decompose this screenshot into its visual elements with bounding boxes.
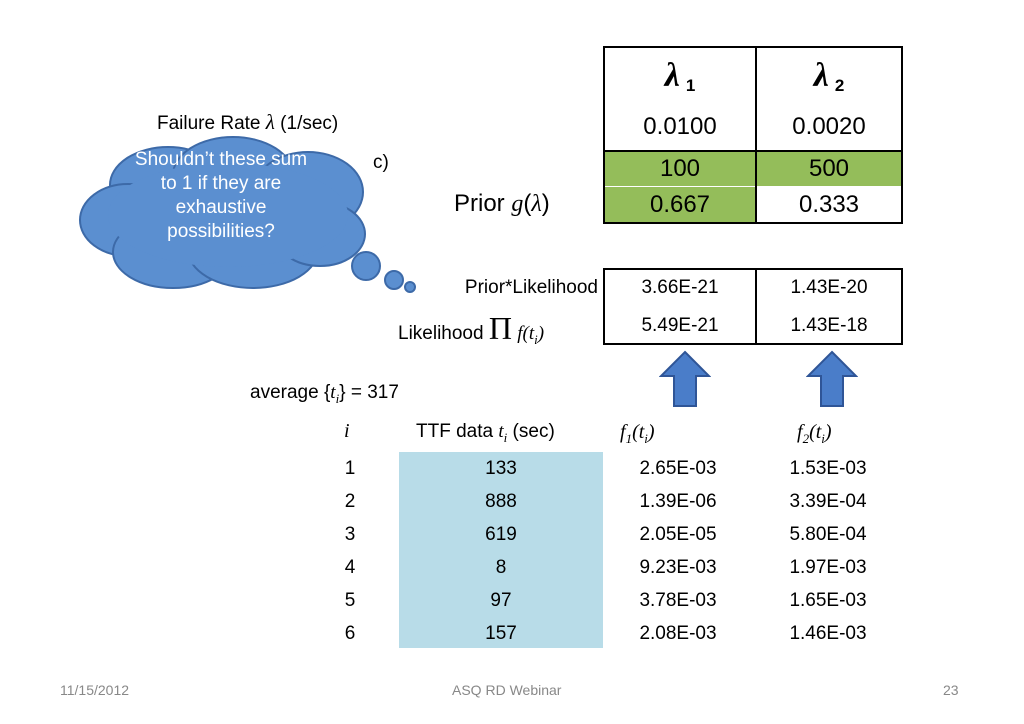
row-i: 6 [344, 622, 356, 644]
prior-1: 0.667 [605, 187, 755, 222]
failure-rate-2: 0.0020 [792, 113, 866, 140]
thought-bubble [79, 136, 416, 293]
row-i: 4 [344, 556, 356, 578]
row-f2: 3.39E-04 [789, 490, 867, 512]
prior-likelihood-2: 1.43E-20 [790, 277, 868, 298]
row-f1: 3.78E-03 [639, 589, 717, 611]
lk-border-top [603, 268, 903, 270]
prior-likelihood-label: Prior*Likelihood [464, 277, 598, 298]
ttf-column-fill [399, 452, 603, 648]
row-ttf: 157 [485, 622, 517, 644]
prior-label: Prior g(λ) [454, 190, 550, 217]
likelihood-2: 1.43E-18 [790, 315, 868, 336]
row-f1: 2.65E-03 [639, 457, 717, 479]
table-row: 6 157 2.08E-03 1.46E-03 [330, 617, 890, 650]
col-f1-header: f1(ti) [620, 421, 655, 446]
footer-page-number: 23 [943, 682, 959, 698]
table-row: 5 97 3.78E-03 1.65E-03 [330, 584, 890, 617]
bubble-dot-small [404, 281, 416, 293]
bubble-dot-medium [384, 270, 404, 290]
row-i: 3 [344, 523, 356, 545]
row-f2: 5.80E-04 [789, 523, 867, 545]
table-row: 4 8 9.23E-03 1.97E-03 [330, 551, 890, 584]
thought-bubble-text: Shouldn’t these sum to 1 if they are exh… [134, 149, 308, 242]
row-ttf: 888 [485, 490, 517, 512]
up-arrow-icon [806, 350, 858, 407]
table-row: 2 888 1.39E-06 3.39E-04 [330, 485, 890, 518]
table-border-bottom [603, 222, 903, 224]
mttf-label-fragment: c) [373, 152, 389, 173]
table-divider [603, 150, 903, 152]
row-f2: 1.46E-03 [789, 622, 867, 644]
row-f2: 1.65E-03 [789, 589, 867, 611]
likelihood-label: Likelihood Π f(ti) [398, 310, 545, 347]
bubble-dot-large [351, 251, 381, 281]
table-border-right [901, 46, 903, 224]
prior-likelihood-1: 3.66E-21 [641, 277, 719, 298]
footer-date: 11/15/2012 [60, 682, 130, 698]
prior-2: 0.333 [798, 190, 860, 218]
row-f1: 2.08E-03 [639, 622, 717, 644]
row-i: 1 [344, 457, 356, 479]
table-border-top [603, 46, 903, 48]
likelihood-table: 3.66E-21 1.43E-20 5.49E-21 1.43E-18 [603, 268, 903, 345]
row-ttf: 97 [490, 589, 512, 611]
row-ttf: 619 [485, 523, 517, 545]
mttf-2: 500 [757, 152, 901, 186]
col-i-header: i [344, 420, 350, 442]
average-line: average {ti} = 317 [250, 382, 399, 406]
lk-border-right [901, 268, 903, 345]
col-ttf-header: TTF data ti (sec) [416, 421, 555, 445]
up-arrow-icon [659, 350, 711, 407]
failure-rate-1: 0.0100 [643, 113, 717, 140]
row-f1: 1.39E-06 [639, 490, 717, 512]
table-divider-mid [755, 46, 757, 224]
lk-border-bottom [603, 343, 903, 345]
lk-divider-mid [755, 268, 757, 345]
mttf-1: 100 [605, 152, 755, 186]
row-ttf: 133 [485, 457, 517, 479]
row-f2: 1.97E-03 [789, 556, 867, 578]
failure-rate-label: Failure Rate λ (1/sec) [157, 110, 339, 134]
footer-title: ASQ RD Webinar [452, 682, 562, 698]
row-ttf: 8 [495, 556, 507, 578]
row-i: 2 [344, 490, 356, 512]
row-f1: 9.23E-03 [639, 556, 717, 578]
table-row: 3 619 2.05E-05 5.80E-04 [330, 518, 890, 551]
lk-border-left [603, 268, 605, 345]
likelihood-1: 5.49E-21 [641, 315, 719, 336]
col-f2-header: f2(ti) [797, 421, 832, 446]
row-f1: 2.05E-05 [639, 523, 717, 545]
table-row: 1 133 2.65E-03 1.53E-03 [330, 452, 890, 485]
row-i: 5 [344, 589, 356, 611]
row-f2: 1.53E-03 [789, 457, 867, 479]
table-border-left [603, 46, 605, 224]
